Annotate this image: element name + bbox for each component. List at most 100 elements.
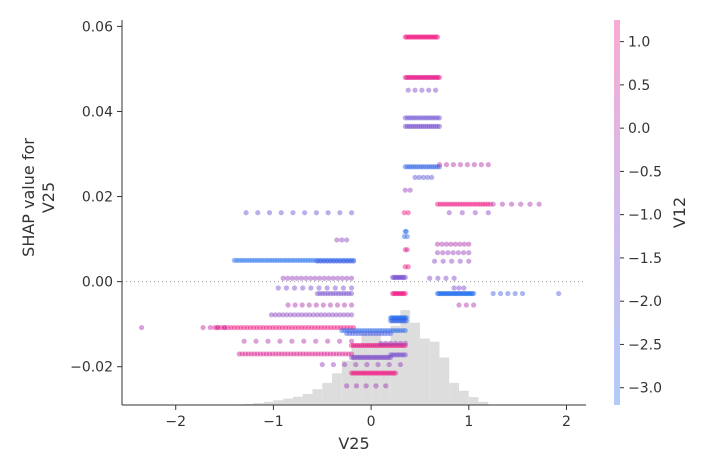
data-point	[394, 342, 400, 349]
data-point	[300, 257, 306, 263]
data-point	[312, 351, 318, 357]
data-point	[455, 201, 461, 207]
data-point	[440, 250, 446, 256]
data-point	[402, 123, 408, 129]
data-point	[345, 351, 352, 357]
data-point	[321, 275, 327, 281]
data-point	[276, 312, 282, 318]
data-point	[362, 370, 368, 376]
data-point	[277, 338, 283, 344]
data-point	[347, 258, 353, 264]
data-point	[435, 275, 441, 281]
data-point	[390, 342, 396, 349]
data-point	[267, 257, 273, 263]
data-point	[373, 370, 380, 376]
data-point	[260, 351, 267, 357]
data-point	[291, 351, 297, 357]
data-point	[416, 123, 422, 129]
data-point	[382, 342, 388, 349]
data-point	[388, 342, 394, 349]
data-point	[324, 351, 330, 357]
data-point	[348, 257, 354, 263]
data-point	[420, 174, 426, 181]
data-point	[300, 285, 306, 291]
data-point	[436, 74, 443, 81]
data-point	[398, 315, 405, 321]
data-point	[247, 324, 253, 331]
data-point	[448, 241, 454, 247]
data-point	[325, 257, 331, 263]
data-point	[321, 258, 327, 264]
data-point	[462, 201, 468, 207]
data-point	[450, 250, 456, 256]
data-point	[372, 327, 378, 334]
data-point	[407, 115, 413, 121]
data-point	[369, 370, 376, 376]
data-point	[418, 123, 424, 129]
data-point	[334, 258, 340, 264]
data-point	[505, 290, 511, 297]
data-point	[341, 324, 347, 331]
data-point	[467, 290, 473, 297]
data-point	[462, 290, 468, 297]
data-point	[353, 361, 359, 368]
data-point	[320, 290, 326, 297]
data-point	[434, 201, 441, 207]
data-point	[402, 342, 408, 349]
data-point	[365, 354, 371, 360]
data-point	[470, 201, 476, 207]
data-point	[409, 115, 415, 121]
data-point	[397, 274, 403, 280]
data-point	[276, 324, 282, 331]
data-point	[435, 74, 441, 81]
data-point	[441, 290, 447, 297]
data-point	[250, 324, 257, 331]
data-point	[426, 74, 432, 81]
data-point	[330, 290, 336, 297]
data-point	[314, 290, 320, 297]
data-point	[418, 164, 424, 170]
data-point	[427, 74, 434, 81]
data-point	[426, 164, 433, 170]
data-point	[401, 290, 407, 297]
data-point	[330, 351, 336, 357]
data-point	[436, 290, 442, 297]
data-point	[394, 315, 400, 321]
data-point	[425, 115, 431, 121]
data-point	[362, 327, 368, 334]
data-point	[477, 201, 483, 207]
data-point	[464, 162, 470, 168]
data-point	[455, 250, 461, 256]
data-point	[312, 324, 318, 331]
data-point	[374, 327, 380, 334]
data-point	[443, 275, 449, 281]
data-point	[413, 34, 419, 40]
data-point	[428, 164, 435, 170]
data-point	[348, 338, 355, 344]
data-point	[385, 330, 391, 337]
data-point	[308, 324, 315, 331]
data-point	[471, 302, 477, 308]
data-point	[253, 338, 259, 344]
data-point	[391, 290, 397, 297]
data-point	[408, 164, 414, 170]
data-point	[307, 312, 313, 318]
data-point	[310, 312, 317, 318]
data-point	[337, 338, 343, 344]
data-point	[286, 324, 292, 331]
data-point	[333, 257, 339, 263]
data-point	[388, 352, 394, 358]
data-point	[363, 354, 370, 360]
histogram-bar	[283, 398, 293, 405]
data-point	[413, 74, 419, 81]
data-point	[416, 164, 422, 170]
data-point	[333, 351, 339, 357]
data-point	[465, 201, 471, 207]
data-point	[321, 351, 327, 357]
data-point	[348, 354, 355, 360]
data-point	[556, 290, 562, 297]
data-point	[333, 312, 339, 318]
data-point	[297, 351, 303, 357]
data-point	[368, 370, 374, 376]
histogram-bar	[449, 382, 460, 405]
